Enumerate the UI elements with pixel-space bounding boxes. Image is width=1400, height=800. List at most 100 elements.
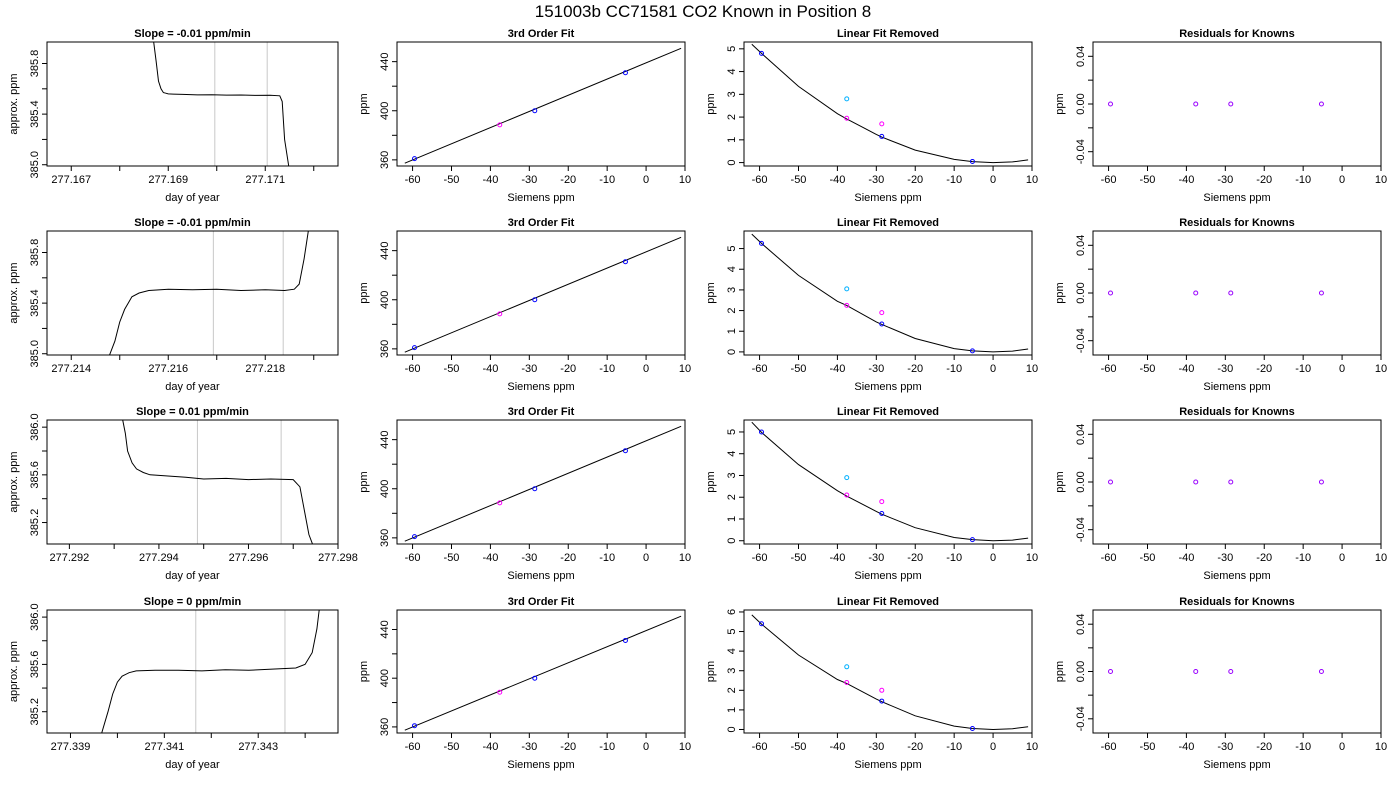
x-tick-label: 10 <box>1026 363 1038 375</box>
x-tick-label: -20 <box>560 741 576 753</box>
data-point <box>1228 101 1234 107</box>
data-point <box>969 725 975 731</box>
y-axis-label: ppm <box>705 93 717 114</box>
y-tick-label: 440 <box>379 52 391 70</box>
y-tick-label: 385.0 <box>29 151 41 179</box>
chart-title: Residuals for Knowns <box>1179 28 1295 40</box>
x-tick-label: -10 <box>1295 174 1311 186</box>
x-tick-label: -20 <box>1256 552 1272 564</box>
data-point <box>1318 101 1324 107</box>
x-tick-label: 277.294 <box>139 552 179 564</box>
x-axis-label: day of year <box>165 759 220 771</box>
x-tick-label: -40 <box>829 174 845 186</box>
x-tick-label: -60 <box>752 174 768 186</box>
x-tick-label: -60 <box>752 363 768 375</box>
panel-grid: Slope = -0.01 ppm/min 277.167 277.169 277.1… <box>8 28 1387 771</box>
x-tick-label: -10 <box>946 552 962 564</box>
x-tick-label: 10 <box>1026 741 1038 753</box>
x-tick-label: 277.171 <box>245 174 285 186</box>
y-tick-label: 2 <box>726 494 738 500</box>
y-tick-label: 0 <box>726 160 738 166</box>
y-axis-label: ppm <box>1054 93 1066 114</box>
x-tick-label: -20 <box>907 174 923 186</box>
x-tick-label: -30 <box>1217 363 1233 375</box>
y-tick-label: 4 <box>726 69 738 75</box>
series-line <box>101 610 320 733</box>
x-tick-label: -40 <box>829 741 845 753</box>
y-tick-label: 440 <box>379 620 391 638</box>
chart-title: 3rd Order Fit <box>508 217 575 229</box>
y-tick-label: 2 <box>726 308 738 314</box>
y-tick-label: 360 <box>379 529 391 547</box>
x-tick-label: -20 <box>1256 741 1272 753</box>
data-point <box>1228 290 1234 296</box>
x-tick-label: 0 <box>990 552 996 564</box>
x-tick-label: -10 <box>599 363 615 375</box>
x-tick-label: -60 <box>1101 363 1117 375</box>
x-tick-label: -50 <box>791 552 807 564</box>
data-point <box>844 664 850 670</box>
x-tick-label: -20 <box>560 552 576 564</box>
x-tick-label: 277.169 <box>148 174 188 186</box>
y-tick-label: 385.8 <box>29 50 41 78</box>
y-axis-label: ppm <box>358 93 370 114</box>
chart-title: Residuals for Knowns <box>1179 596 1295 608</box>
data-point <box>844 115 850 121</box>
y-tick-label: 0 <box>726 726 738 732</box>
x-tick-label: 277.343 <box>238 741 278 753</box>
chart-title: 3rd Order Fit <box>508 28 575 40</box>
y-tick-label: 385.2 <box>29 698 41 726</box>
x-tick-label: 10 <box>1375 363 1387 375</box>
data-point <box>879 499 885 505</box>
y-tick-label: 360 <box>379 151 391 169</box>
plot-frame <box>396 230 686 356</box>
y-tick-label: 2 <box>726 114 738 120</box>
plot-frame <box>1092 419 1382 545</box>
x-tick-label: -50 <box>791 741 807 753</box>
y-tick-label: 1 <box>726 137 738 143</box>
x-tick-label: -50 <box>444 741 460 753</box>
x-tick-label: -10 <box>946 174 962 186</box>
plot-frame <box>743 419 1033 545</box>
data-point <box>879 121 885 127</box>
x-tick-label: -20 <box>1256 174 1272 186</box>
x-tick-label: -50 <box>444 174 460 186</box>
x-axis-label: day of year <box>165 570 220 582</box>
chart-panel-trace: Slope = -0.01 ppm/min 277.167 277.169 277.1… <box>8 28 339 204</box>
x-tick-label: -60 <box>405 741 421 753</box>
y-tick-label: 386.0 <box>29 413 41 441</box>
data-point <box>844 96 850 102</box>
fit-curve <box>404 47 682 164</box>
data-point <box>844 475 850 481</box>
data-point <box>412 345 418 351</box>
chart-title: Slope = 0 ppm/min <box>144 596 242 608</box>
y-tick-label: 400 <box>379 102 391 120</box>
data-point <box>532 108 538 114</box>
fit-curve <box>404 236 682 353</box>
x-tick-label: -40 <box>829 552 845 564</box>
data-point <box>412 534 418 540</box>
fit-curve <box>751 43 1029 164</box>
x-tick-label: -60 <box>1101 552 1117 564</box>
y-axis-label: ppm <box>705 661 717 682</box>
plot-frame <box>46 419 339 545</box>
chart-panel-resid: Residuals for Knowns -60 -50 -40 -30 -20 -10 0 1… <box>1054 406 1387 582</box>
y-tick-label: 385.6 <box>29 461 41 489</box>
x-tick-label: 10 <box>679 174 691 186</box>
data-point <box>844 302 850 308</box>
y-tick-label: 0.04 <box>1075 424 1087 445</box>
y-tick-label: 400 <box>379 291 391 309</box>
x-tick-label: -30 <box>1217 741 1233 753</box>
x-tick-label: -40 <box>1178 174 1194 186</box>
y-tick-label: 0.00 <box>1075 471 1087 492</box>
y-axis-label: ppm <box>705 282 717 303</box>
data-point <box>1318 479 1324 485</box>
x-tick-label: 277.216 <box>148 363 188 375</box>
plot-frame <box>46 609 339 734</box>
y-tick-label: 360 <box>379 340 391 358</box>
chart-panel-linres: Linear Fit Removed -60 -50 -40 -30 -20 -10 0 10 0… <box>705 28 1038 204</box>
y-axis-label: ppm <box>358 282 370 303</box>
x-tick-label: 277.339 <box>51 741 91 753</box>
x-axis-label: Siemens ppm <box>507 381 574 393</box>
y-tick-label: 0.04 <box>1075 235 1087 256</box>
